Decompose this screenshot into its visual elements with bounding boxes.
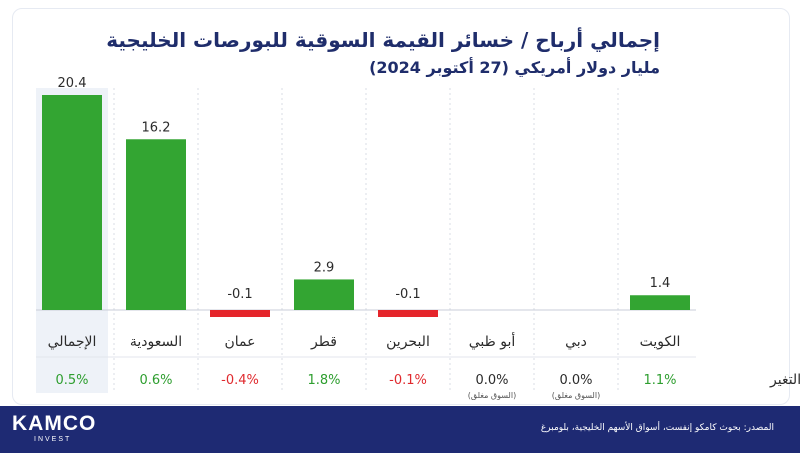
source-note: المصدر: بحوث كامكو إنفست، أسواق الأسهم ا… <box>540 423 774 433</box>
category-label-6: دبي <box>565 334 587 350</box>
data-label-1: 16.2 <box>142 120 171 135</box>
change-value-1: 0.6% <box>139 373 172 388</box>
category-label-3: قطر <box>310 334 337 350</box>
chart-subtitle: مليار دولار أمريكي (27 أكتوبر 2024) <box>369 58 660 77</box>
bar-7 <box>630 295 690 310</box>
bar-2 <box>210 310 270 317</box>
bar-3 <box>294 279 354 310</box>
bar-0 <box>42 95 102 310</box>
kamco-logo-sub: INVEST <box>34 436 72 443</box>
change-value-2: -0.4% <box>221 373 259 388</box>
data-label-4: -0.1 <box>395 287 420 302</box>
category-label-5: أبو ظبي <box>469 332 516 350</box>
data-label-3: 2.9 <box>314 260 335 275</box>
change-value-6: 0.0% <box>559 373 592 388</box>
change-value-7: 1.1% <box>643 373 676 388</box>
market-closed-note-6: (السوق مغلق) <box>552 391 600 400</box>
data-label-7: 1.4 <box>650 276 671 291</box>
category-label-2: عمان <box>225 334 256 350</box>
category-label-7: الكويت <box>640 334 681 350</box>
bar-chart: 20.4 الإجمالي 0.5% 16.2 السعودية 0.6% -0.1 عمان… <box>36 76 800 400</box>
bar-4 <box>378 310 438 317</box>
change-value-4: -0.1% <box>389 373 427 388</box>
bar-1 <box>126 139 186 310</box>
chart-title: إجمالي أرباح / خسائر القيمة السوقية للبو… <box>106 28 660 52</box>
data-label-2: -0.1 <box>227 287 252 302</box>
change-value-3: 1.8% <box>307 373 340 388</box>
change-value-5: 0.0% <box>475 373 508 388</box>
category-label-0: الإجمالي <box>48 334 97 350</box>
category-label-1: السعودية <box>130 334 182 350</box>
category-label-4: البحرين <box>386 334 430 350</box>
market-closed-note-5: (السوق مغلق) <box>468 391 516 400</box>
data-label-0: 20.4 <box>58 76 87 91</box>
change-row-label: التغير <box>769 372 800 388</box>
kamco-logo: KAMCO <box>12 412 97 435</box>
footer-bar <box>0 406 800 453</box>
change-value-0: 0.5% <box>55 373 88 388</box>
